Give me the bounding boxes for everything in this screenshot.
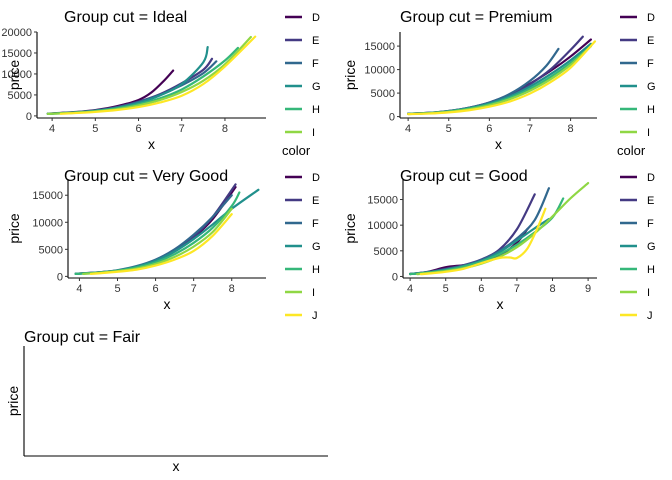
legend-label-E: E: [647, 35, 654, 47]
facet-panel-1: Group cut = Ideal 4 5 6 7 8 0 5000 10000 15000 200…: [1, 9, 320, 152]
x-axis-label: x: [148, 136, 155, 152]
legend-label-G: G: [647, 81, 656, 93]
x-tick-label: 5: [114, 283, 120, 295]
x-axis-label: x: [173, 458, 180, 474]
legend-label-D: D: [647, 12, 655, 24]
facet-panel-4: Group cut = Good 4 5 6 7 8 9 0 5000 10000 15000 x pr…: [342, 143, 656, 322]
y-axis-label: price: [6, 213, 22, 244]
series-line-J: [59, 35, 257, 115]
legend-label-F: F: [647, 58, 654, 70]
y-tick-label: 0: [389, 112, 395, 124]
y-tick-label: 10000: [364, 65, 395, 77]
y-tick-label: 5000: [374, 246, 398, 258]
y-axis-label: price: [342, 213, 358, 244]
y-tick-label: 0: [26, 111, 32, 123]
legend-label-E: E: [312, 35, 319, 47]
x-tick-label: 6: [153, 283, 159, 295]
y-axis-label: price: [6, 60, 22, 91]
panel-title: Group cut = Ideal: [64, 9, 187, 26]
x-tick-label: 8: [222, 123, 228, 135]
legend-label-I: I: [312, 287, 315, 299]
legend-label-H: H: [647, 264, 655, 276]
x-tick-label: 6: [478, 283, 484, 295]
series-line-I: [416, 182, 590, 276]
x-tick-label: 7: [514, 283, 520, 295]
legend-label-F: F: [647, 218, 654, 230]
legend-label-H: H: [312, 104, 320, 116]
legend-label-F: F: [312, 218, 319, 230]
x-tick-label: 7: [179, 123, 185, 135]
panel-title: Group cut = Fair: [24, 329, 141, 346]
x-tick-label: 7: [527, 123, 533, 135]
x-tick-label: 9: [585, 283, 591, 295]
legend-label-D: D: [312, 172, 320, 184]
legend-label-H: H: [647, 104, 655, 116]
x-tick-label: 5: [443, 283, 449, 295]
x-axis-label: x: [495, 136, 502, 152]
y-tick-label: 15000: [1, 48, 32, 60]
y-tick-label: 20000: [1, 27, 32, 39]
legend-label-J: J: [647, 310, 653, 322]
x-tick-label: 5: [92, 123, 98, 135]
x-tick-label: 8: [568, 123, 574, 135]
y-axis-label: price: [342, 60, 358, 91]
y-tick-label: 5000: [371, 88, 395, 100]
legend-label-I: I: [312, 127, 315, 139]
legend-label-I: I: [647, 127, 650, 139]
x-axis-label: x: [497, 296, 504, 312]
legend-label-E: E: [312, 195, 319, 207]
x-tick-label: 6: [135, 123, 141, 135]
y-tick-label: 5000: [39, 244, 63, 256]
facet-panel-2: Group cut = Premium 4 5 6 7 8 0 5000 10000 15000 x…: [342, 9, 656, 152]
series-line-I: [46, 35, 252, 115]
legend-label-F: F: [312, 58, 319, 70]
x-tick-label: 4: [76, 283, 82, 295]
y-tick-label: 0: [392, 271, 398, 283]
x-tick-label: 4: [407, 283, 413, 295]
facet-panel-5: Group cut = Fair x price: [5, 329, 328, 474]
legend-label-D: D: [312, 12, 320, 24]
legend-label-G: G: [312, 81, 321, 93]
series-line-J: [89, 213, 233, 276]
series-line-D: [46, 69, 175, 115]
y-tick-label: 10000: [367, 220, 398, 232]
y-tick-label: 15000: [367, 195, 398, 207]
legend-title: color: [617, 143, 646, 158]
y-tick-label: 0: [57, 271, 63, 283]
y-tick-label: 15000: [32, 190, 63, 202]
legend-label-H: H: [312, 264, 320, 276]
legend-label-D: D: [647, 172, 655, 184]
x-tick-label: 4: [405, 123, 411, 135]
y-tick-label: 10000: [1, 69, 32, 81]
y-tick-label: 5000: [8, 90, 32, 102]
x-tick-label: 7: [191, 283, 197, 295]
x-axis-label: x: [164, 296, 171, 312]
series-line-J: [419, 207, 547, 276]
y-tick-label: 15000: [364, 41, 395, 53]
y-axis-label: price: [5, 386, 21, 417]
x-tick-label: 5: [446, 123, 452, 135]
facet-panel-3: Group cut = Very Good 4 5 6 7 8 0 5000 10000 1500…: [6, 143, 321, 322]
panel-title: Group cut = Premium: [400, 9, 553, 26]
y-tick-label: 10000: [32, 217, 63, 229]
legend-label-J: J: [312, 310, 318, 322]
x-tick-label: 8: [229, 283, 235, 295]
x-tick-label: 4: [49, 123, 55, 135]
legend-label-G: G: [312, 241, 321, 253]
panel-title: Group cut = Very Good: [64, 168, 228, 185]
series-line-J: [407, 40, 597, 116]
legend-label-E: E: [647, 195, 654, 207]
x-tick-label: 8: [549, 283, 555, 295]
legend-label-G: G: [647, 241, 656, 253]
legend-title: color: [282, 143, 311, 158]
legend-label-I: I: [647, 287, 650, 299]
panel-title: Group cut = Good: [400, 168, 528, 185]
x-tick-label: 6: [486, 123, 492, 135]
